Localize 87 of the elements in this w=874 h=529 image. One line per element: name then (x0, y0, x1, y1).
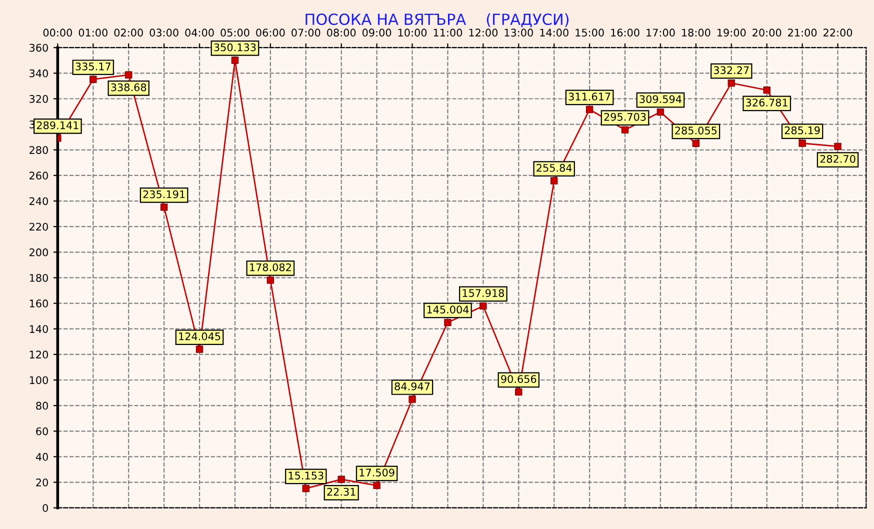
point (480, 302, 487, 310)
point (231, 56, 239, 64)
point (798, 140, 806, 147)
point (124, 71, 132, 78)
x-tick-label: 18:00 (682, 28, 710, 37)
y-tick-label: 40 (36, 452, 48, 461)
data-label: 335.17 (76, 62, 110, 70)
x-tick-label: 11:00 (434, 28, 462, 37)
y-tick-label: 120 (30, 350, 48, 359)
point (656, 108, 664, 116)
x-tick-label: 09:00 (362, 28, 392, 37)
data-label: 124.045 (179, 332, 220, 340)
x-tick-label: 22:00 (824, 28, 852, 37)
data-label: 285.055 (675, 126, 717, 134)
data-label: 285.19 (784, 126, 820, 134)
data-label: 178.082 (250, 263, 291, 272)
y-tick-label: 240 (30, 197, 48, 206)
data-label: 309.594 (640, 95, 682, 104)
x-tick-label: 01:00 (78, 28, 108, 37)
x-tick-label: 08:00 (327, 28, 356, 37)
x-tick-label: 15:00 (576, 28, 604, 37)
x-tick-label: 19:00 (718, 28, 746, 37)
y-tick-label: 80 (36, 402, 48, 410)
y-tick-label: 340 (30, 69, 48, 78)
point (763, 86, 770, 94)
x-tick-label: 05:00 (220, 28, 250, 37)
y-tick-label: 320 (30, 94, 48, 103)
point (196, 346, 204, 353)
x-tick-label: 16:00 (611, 28, 640, 37)
y-tick-label: 280 (30, 146, 48, 154)
x-tick-label: 17:00 (646, 28, 675, 37)
point (160, 204, 168, 211)
data-label: 22.31 (327, 488, 356, 496)
point (90, 76, 97, 83)
x-tick-label: 10:00 (398, 28, 427, 37)
point (408, 396, 416, 403)
x-tick-label: 03:00 (150, 28, 178, 37)
point (338, 476, 345, 483)
x-tick-label: 21:00 (788, 28, 817, 37)
x-tick-label: 02:00 (114, 28, 143, 37)
data-label: 326.781 (746, 98, 788, 106)
x-tick-label: 20:00 (752, 28, 782, 37)
y-tick-label: 0 (42, 504, 48, 512)
data-label: 235.191 (143, 190, 185, 198)
data-label: 289.141 (36, 121, 78, 130)
y-tick-label: 360 (30, 44, 48, 52)
x-tick-label: 12:00 (469, 28, 498, 37)
data-label: 350.133 (214, 43, 256, 52)
y-tick-label: 260 (30, 172, 48, 180)
point (550, 177, 558, 184)
data-label: 90.656 (501, 375, 536, 383)
point (621, 126, 629, 134)
point (373, 482, 380, 490)
x-tick-label: 07:00 (292, 28, 320, 37)
point (834, 142, 842, 150)
point (728, 79, 735, 87)
data-label: 338.68 (111, 83, 146, 92)
point (302, 484, 310, 492)
point (515, 388, 522, 396)
point (692, 140, 700, 148)
point (586, 106, 594, 114)
chart-title: ПОСОКА НА ВЯТЪРА (ГРАДУСИ) (306, 13, 569, 28)
data-label: 332.27 (714, 66, 749, 74)
data-label: 145.004 (427, 306, 469, 314)
y-tick-label: 20 (36, 478, 48, 486)
y-tick-label: 200 (30, 248, 48, 256)
x-tick-label: 14:00 (540, 28, 568, 37)
x-tick-label: 06:00 (256, 28, 285, 37)
data-label: 255.84 (536, 164, 572, 172)
x-tick-label: 13:00 (504, 28, 533, 37)
data-label: 17.509 (360, 468, 394, 476)
y-tick-label: 160 (30, 300, 48, 308)
point (444, 318, 452, 326)
data-label: 295.703 (604, 112, 646, 121)
y-tick-label: 140 (30, 325, 48, 333)
x-tick-label: 04:00 (185, 28, 214, 37)
data-label: 311.617 (568, 92, 610, 100)
y-tick-label: 220 (30, 222, 48, 231)
x-tick-label: 00:00 (43, 28, 72, 37)
data-label: 157.918 (462, 289, 504, 297)
point (266, 276, 274, 284)
data-label: 282.70 (820, 154, 856, 163)
y-tick-label: 60 (36, 427, 48, 436)
data-label: 84.947 (394, 382, 430, 390)
data-label: 15.153 (288, 472, 324, 480)
y-tick-label: 180 (30, 274, 48, 282)
y-tick-label: 100 (30, 376, 48, 384)
